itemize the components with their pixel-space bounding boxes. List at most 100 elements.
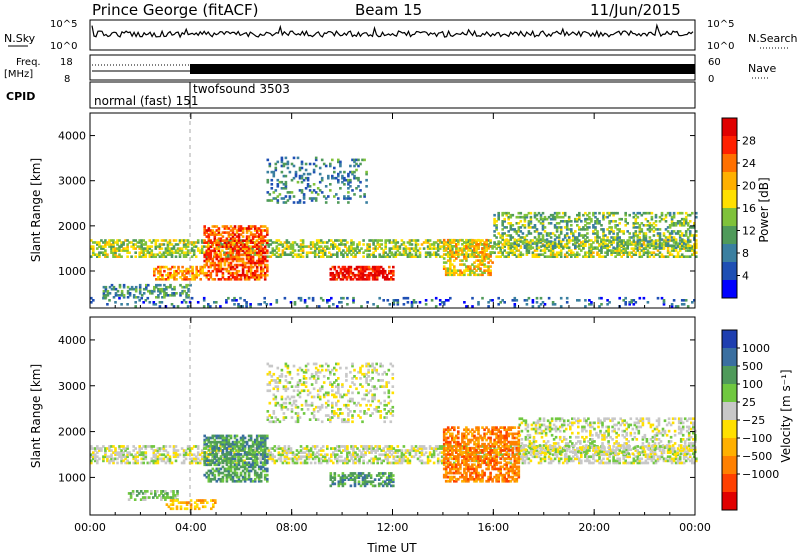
data-cell [553,246,557,249]
data-cell [287,451,291,454]
data-cell [582,234,585,237]
data-cell [487,305,490,308]
data-cell [503,245,506,248]
data-cell [295,459,299,463]
data-cell [572,234,575,237]
data-cell [284,162,288,166]
data-cell [469,241,472,244]
data-cell [358,457,361,461]
data-cell [377,269,381,273]
data-cell [446,267,450,270]
data-cell [378,245,381,248]
data-cell [198,251,202,254]
data-cell [245,245,249,249]
data-cell [632,247,636,250]
data-cell [499,236,502,239]
data-cell [497,242,500,245]
data-cell [594,228,597,231]
data-cell [231,239,235,242]
data-cell [652,242,656,245]
data-cell [616,247,619,250]
data-cell [509,236,513,239]
data-cell [255,231,259,234]
data-cell [251,249,254,252]
data-cell [156,447,160,450]
data-cell [284,187,288,190]
data-cell [594,226,597,229]
data-cell [438,299,442,302]
data-cell [444,261,448,264]
data-cell [477,265,480,268]
data-cell [126,296,130,299]
data-cell [336,305,339,308]
data-cell [138,289,142,293]
data-cell [169,273,172,277]
data-cell [680,242,684,245]
data-cell [473,265,476,268]
data-cell [670,247,674,250]
data-cell [237,273,241,277]
data-cell [168,459,172,463]
data-cell [693,243,696,246]
data-cell [255,243,259,247]
data-cell [158,243,162,246]
data-cell [372,303,375,306]
data-cell [164,455,168,459]
data-cell [213,237,217,240]
data-cell [368,459,371,463]
data-cell [217,278,221,281]
data-cell [259,273,263,277]
data-cell [112,285,116,289]
data-cell [487,271,490,274]
data-cell [457,251,460,254]
data-cell [174,445,178,448]
data-cell [319,296,323,300]
data-cell [108,459,111,463]
data-cell [463,301,466,304]
data-cell [198,453,202,457]
data-cell [122,455,125,459]
data-cell [177,267,180,271]
data-cell [394,239,398,242]
data-cell [142,457,145,461]
data-cell [92,299,95,302]
data-cell [140,461,143,465]
data-cell [600,228,603,231]
data-cell [565,220,569,223]
data-cell [668,236,672,239]
data-cell [251,273,255,277]
data-cell [162,447,166,450]
data-cell [515,451,519,454]
data-cell [120,249,123,252]
data-cell [608,249,611,252]
data-cell [251,261,255,265]
data-cell [140,247,143,250]
data-cell [122,249,125,252]
data-cell [128,241,131,244]
data-cell [626,222,629,225]
data-cell [451,445,454,448]
data-cell [432,451,436,454]
data-cell [366,249,369,252]
data-cell [473,253,476,256]
data-cell [249,225,253,228]
data-cell [233,249,236,252]
data-cell [172,449,176,452]
data-cell [432,449,436,452]
data-cell [215,229,219,232]
data-cell [251,271,255,275]
data-cell [392,273,395,277]
data-cell [261,261,265,265]
data-cell [207,249,211,253]
data-cell [684,234,688,237]
data-cell [112,445,115,448]
data-cell [519,215,523,219]
data-cell [626,246,629,249]
data-cell [549,251,553,254]
data-cell [340,459,343,463]
data-cell [225,247,229,251]
data-cell [517,228,521,231]
data-cell [156,451,160,454]
data-cell [676,211,680,215]
data-cell [642,243,646,246]
